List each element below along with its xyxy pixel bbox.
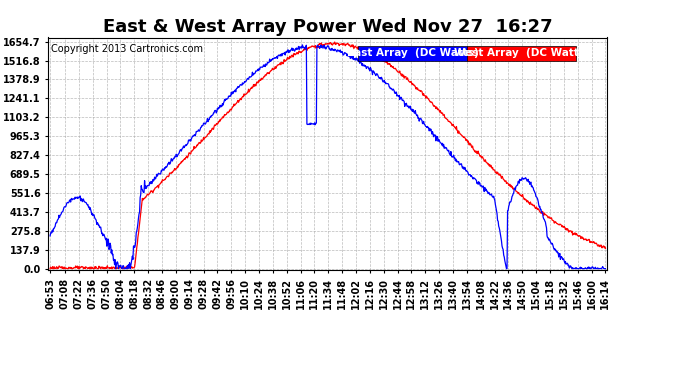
Title: East & West Array Power Wed Nov 27  16:27: East & West Array Power Wed Nov 27 16:27 bbox=[103, 18, 553, 36]
Text: West Array  (DC Watts): West Array (DC Watts) bbox=[454, 48, 590, 58]
FancyBboxPatch shape bbox=[468, 46, 576, 61]
Text: East Array  (DC Watts): East Array (DC Watts) bbox=[347, 48, 479, 58]
FancyBboxPatch shape bbox=[359, 46, 468, 61]
Text: Copyright 2013 Cartronics.com: Copyright 2013 Cartronics.com bbox=[51, 45, 203, 54]
